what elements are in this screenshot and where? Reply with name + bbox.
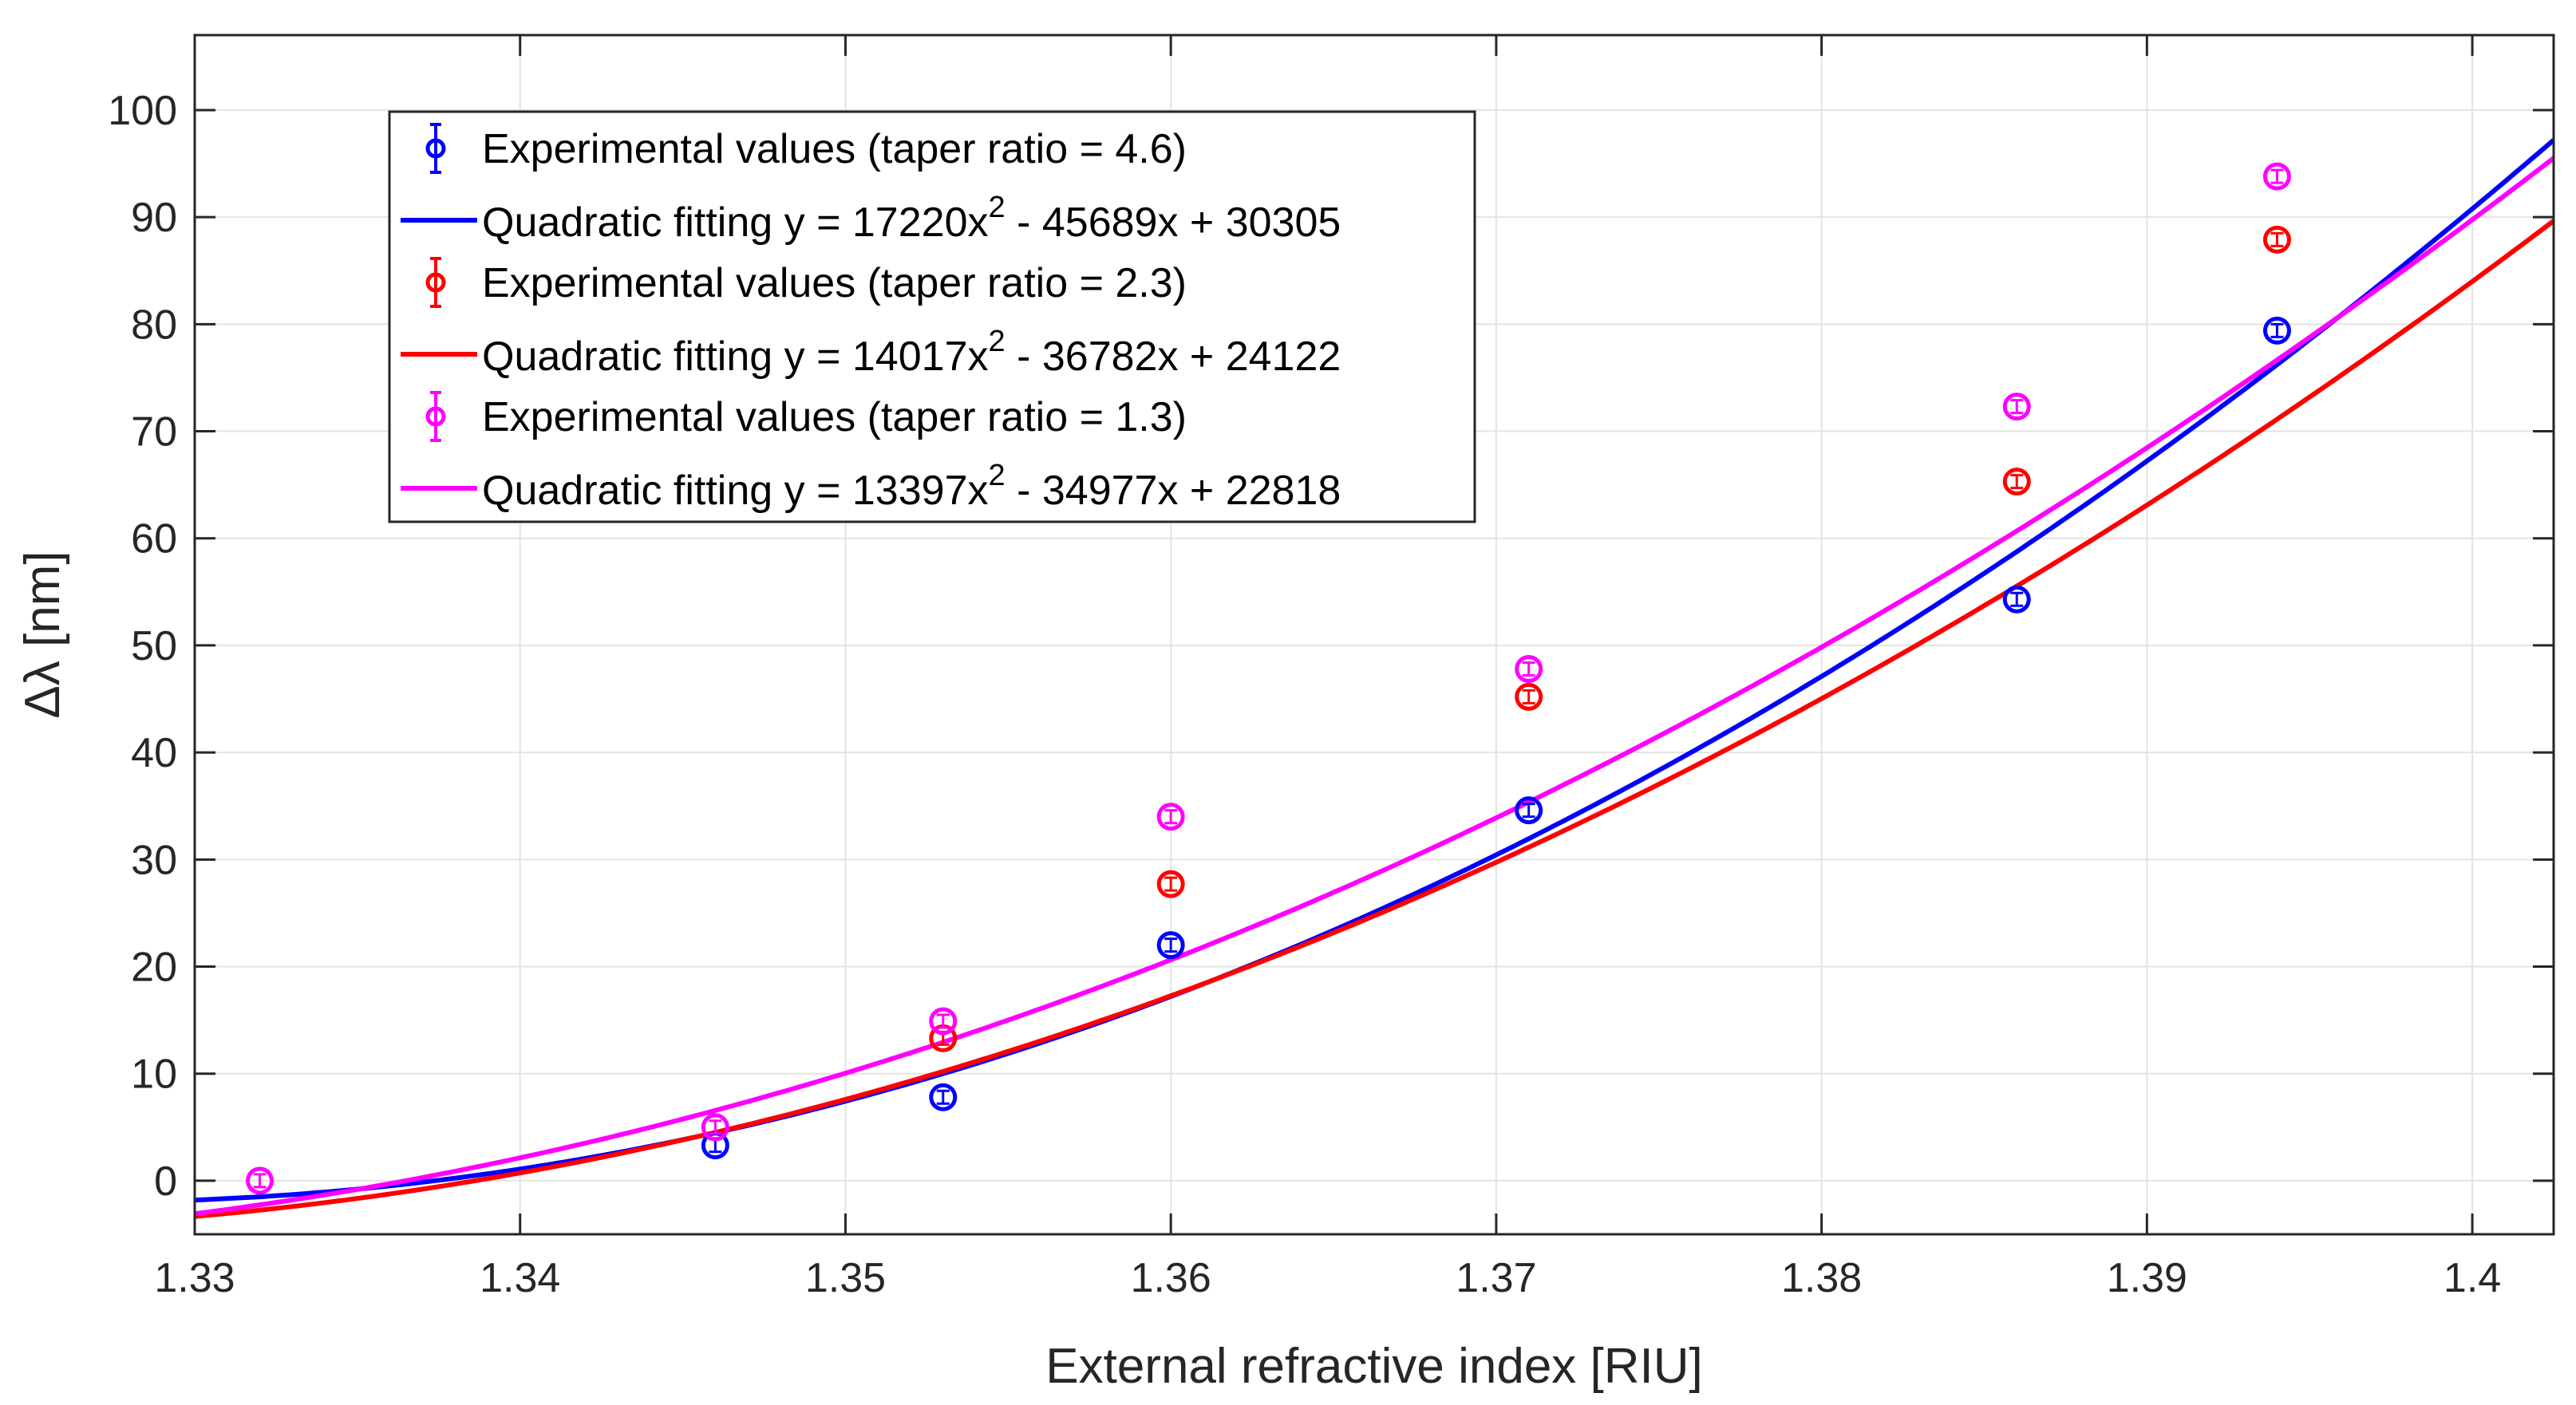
point-marker <box>1156 870 1185 898</box>
data-point <box>929 1007 958 1036</box>
legend-label: Experimental values (taper ratio = 2.3) <box>482 260 1187 306</box>
y-tick-label: 80 <box>131 302 177 348</box>
x-tick-label: 1.38 <box>1781 1255 1862 1301</box>
x-tick-label: 1.33 <box>154 1255 235 1301</box>
point-marker <box>1515 796 1543 825</box>
data-point <box>2002 393 2031 421</box>
point-marker <box>246 1166 275 1195</box>
data-point <box>246 1166 275 1195</box>
legend-entry: Experimental values (taper ratio = 4.6) <box>425 123 1187 174</box>
data-point <box>1515 682 1543 711</box>
y-tick-label: 90 <box>131 195 177 241</box>
legend-box <box>388 110 1476 523</box>
point-marker <box>1515 682 1543 711</box>
legend-label: Experimental values (taper ratio = 1.3) <box>482 394 1187 440</box>
legend-label: Quadratic fitting y = 13397x2 - 34977x +… <box>482 459 1341 514</box>
y-tick-labels: 0 10 20 30 40 50 60 70 80 90 100 <box>108 88 177 1205</box>
x-tick-label: 1.4 <box>2444 1255 2501 1301</box>
data-point <box>1515 654 1543 683</box>
point-marker <box>2002 468 2031 496</box>
x-axis-label: External refractive index [RIU] <box>1045 1339 1703 1394</box>
fit-curves <box>195 138 2554 1219</box>
x-tick-labels: 1.33 1.34 1.35 1.36 1.37 1.38 1.39 1.4 <box>154 1255 2501 1301</box>
data-points <box>246 162 2291 1195</box>
axis-ticks <box>193 35 2554 1234</box>
legend-entry: Experimental values (taper ratio = 2.3) <box>425 257 1187 308</box>
legend-entry: Quadratic fitting y = 14017x2 - 36782x +… <box>401 325 1341 380</box>
legend-label: Quadratic fitting y = 17220x2 - 45689x +… <box>482 191 1341 246</box>
data-point <box>2002 468 2031 496</box>
y-tick-label: 70 <box>131 409 177 456</box>
y-tick-label: 20 <box>131 945 177 991</box>
data-point <box>2002 585 2031 614</box>
legend-entry: Quadratic fitting y = 17220x2 - 45689x +… <box>401 191 1341 246</box>
data-point <box>701 1113 729 1142</box>
point-marker <box>2262 225 2291 254</box>
fit-curve <box>195 219 2554 1219</box>
x-tick-label: 1.37 <box>1456 1255 1536 1301</box>
axes-box <box>193 34 2555 1236</box>
x-tick-label: 1.34 <box>480 1255 560 1301</box>
y-tick-label: 0 <box>154 1158 177 1205</box>
data-point <box>2262 162 2291 191</box>
y-tick-label: 40 <box>131 730 177 776</box>
point-marker <box>701 1113 729 1142</box>
data-point <box>2262 225 2291 254</box>
y-axis-label: Δλ [nm] <box>15 551 70 718</box>
y-tick-label: 50 <box>131 623 177 669</box>
point-marker <box>929 1007 958 1036</box>
data-point <box>2262 316 2291 345</box>
y-tick-label: 100 <box>108 88 177 134</box>
y-tick-label: 60 <box>131 516 177 562</box>
data-point <box>1156 870 1185 898</box>
y-tick-label: 10 <box>131 1052 177 1098</box>
fit-curve <box>195 156 2554 1217</box>
data-point <box>1156 931 1185 960</box>
point-marker <box>1156 803 1185 831</box>
x-tick-label: 1.36 <box>1131 1255 1211 1301</box>
data-point <box>1156 803 1185 831</box>
point-marker <box>1156 931 1185 960</box>
legend-label: Experimental values (taper ratio = 4.6) <box>482 126 1187 172</box>
legend-entry: Experimental values (taper ratio = 1.3) <box>425 391 1187 442</box>
point-marker <box>1515 654 1543 683</box>
point-marker <box>2262 316 2291 345</box>
point-marker <box>2002 393 2031 421</box>
point-marker <box>2262 162 2291 191</box>
x-tick-label: 1.39 <box>2107 1255 2187 1301</box>
data-point <box>929 1083 958 1111</box>
x-tick-label: 1.35 <box>805 1255 886 1301</box>
y-tick-label: 30 <box>131 837 177 883</box>
data-point <box>1515 796 1543 825</box>
point-marker <box>929 1083 958 1111</box>
legend-entry: Quadratic fitting y = 13397x2 - 34977x +… <box>401 459 1341 514</box>
point-marker <box>2002 585 2031 614</box>
legend: Experimental values (taper ratio = 4.6) Q… <box>388 110 1476 523</box>
legend-label: Quadratic fitting y = 14017x2 - 36782x +… <box>482 325 1341 380</box>
